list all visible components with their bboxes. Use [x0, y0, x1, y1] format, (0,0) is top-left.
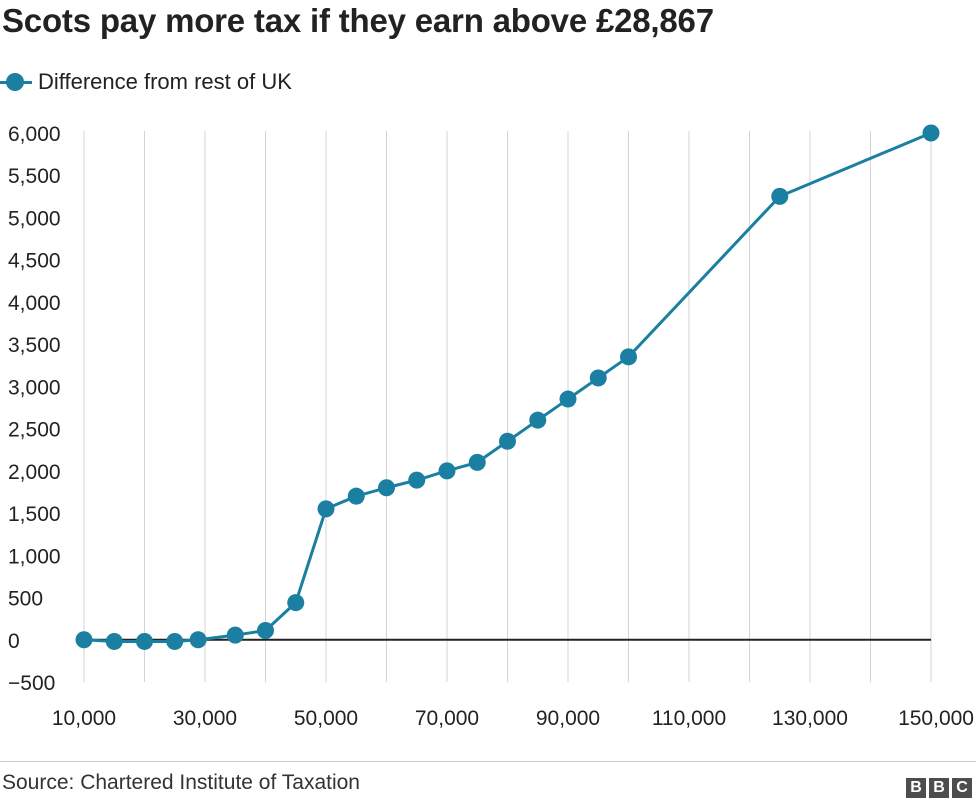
- data-point: [347, 487, 365, 505]
- data-point: [771, 187, 789, 205]
- y-tick-label: 3,500: [8, 334, 61, 357]
- x-tick-label: 110,000: [652, 707, 726, 730]
- line-chart: −500 0 500 1,000 1,500 2,000 2,500 3,000 3,500 4,…: [8, 123, 974, 730]
- y-tick-label: 4,000: [8, 292, 61, 315]
- data-point: [529, 411, 547, 429]
- logo-letter: C: [952, 778, 972, 798]
- chart-title: Scots pay more tax if they earn above £2…: [2, 2, 714, 39]
- data-point: [620, 348, 637, 366]
- data-point: [922, 124, 940, 142]
- legend-marker-icon: [0, 66, 34, 98]
- data-point: [317, 500, 335, 518]
- y-tick-label: 2,500: [8, 419, 61, 442]
- data-point: [189, 631, 207, 649]
- data-point: [468, 453, 486, 471]
- y-tick-label: 1,000: [8, 545, 61, 568]
- logo-letter: B: [906, 778, 926, 798]
- x-tick-label: 50,000: [294, 707, 358, 730]
- y-tick-label: 1,500: [8, 503, 61, 526]
- y-tick-label: 6,000: [8, 123, 61, 146]
- source-note: Source: Chartered Institute of Taxation: [2, 771, 360, 794]
- data-point: [257, 621, 274, 639]
- data-point: [499, 432, 516, 450]
- y-tick-label: 0: [8, 630, 20, 653]
- x-tick-label: 90,000: [536, 707, 600, 730]
- legend-dot: [6, 73, 24, 91]
- data-point: [75, 631, 93, 649]
- data-point: [105, 632, 123, 650]
- data-point: [287, 594, 305, 612]
- x-tick-label: 70,000: [415, 707, 479, 730]
- data-point: [438, 462, 456, 480]
- data-point: [589, 369, 607, 387]
- data-point: [166, 632, 184, 650]
- data-point: [378, 479, 395, 497]
- y-tick-label: −500: [8, 672, 55, 695]
- y-tick-label: 2,000: [8, 461, 61, 484]
- data-point: [559, 390, 577, 408]
- x-tick-label: 10,000: [52, 707, 116, 730]
- logo-letter: B: [929, 778, 949, 798]
- legend: Difference from rest of UK: [0, 66, 292, 98]
- y-tick-label: 500: [8, 588, 43, 611]
- y-tick-label: 5,000: [8, 207, 61, 230]
- x-tick-label: 150,000: [898, 707, 974, 730]
- legend-label: Difference from rest of UK: [38, 69, 292, 94]
- y-tick-label: 4,500: [8, 250, 61, 273]
- x-tick-label: 30,000: [173, 707, 237, 730]
- x-tick-label: 130,000: [772, 707, 848, 730]
- footer-divider: [0, 761, 976, 762]
- bbc-logo: B B C: [906, 778, 972, 798]
- y-tick-label: 5,500: [8, 165, 61, 188]
- data-point: [408, 471, 426, 489]
- data-point: [226, 626, 244, 644]
- y-tick-label: 3,000: [8, 376, 61, 399]
- data-point: [136, 632, 153, 650]
